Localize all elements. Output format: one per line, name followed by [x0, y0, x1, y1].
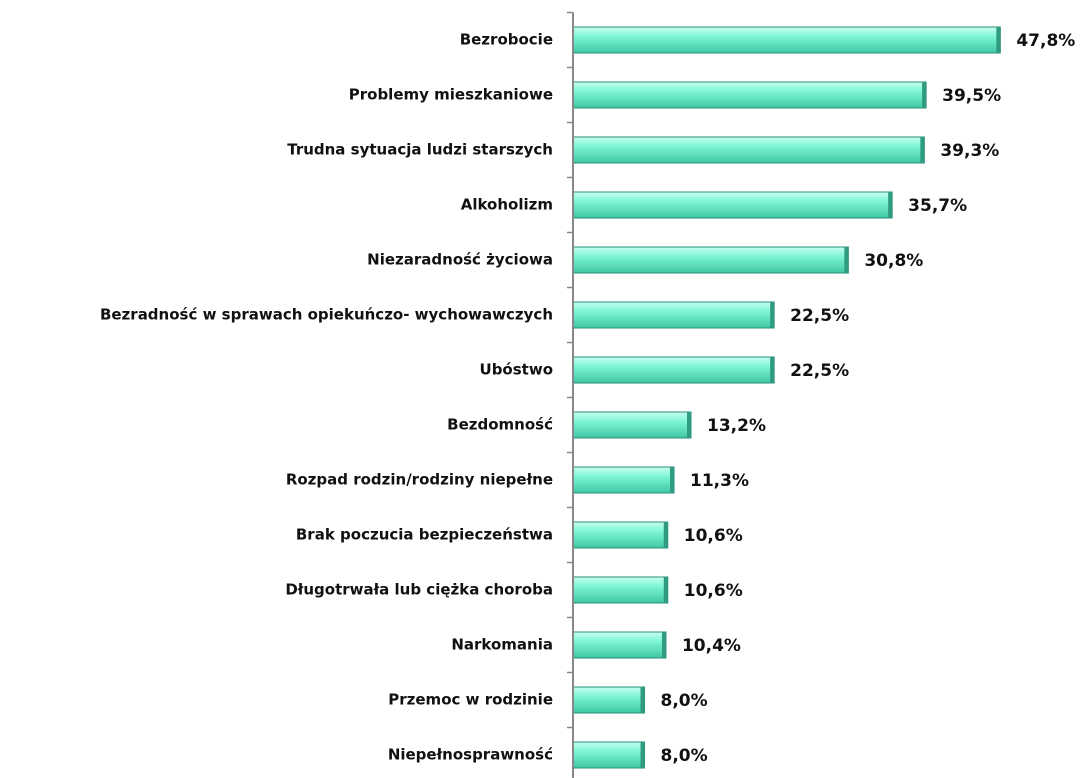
bar-edge [920, 137, 925, 163]
bar [572, 81, 927, 109]
bar [572, 741, 646, 769]
bar [572, 356, 775, 384]
value-label: 22,5% [790, 306, 849, 326]
value-label: 39,5% [942, 86, 1001, 106]
bar [572, 26, 1001, 54]
bar [572, 191, 893, 219]
bar-edge [844, 247, 849, 273]
category-label: Brak poczucia bezpieczeństwa [296, 526, 553, 544]
bar-edge [640, 742, 645, 768]
bar [572, 301, 775, 329]
value-label: 10,6% [684, 526, 743, 546]
value-label: 39,3% [940, 141, 999, 161]
bar-edge [770, 302, 775, 328]
category-label: Narkomania [451, 636, 553, 654]
bar-edge [663, 522, 668, 548]
value-label: 10,4% [682, 636, 741, 656]
bar-edge [922, 82, 927, 108]
category-label: Bezradność w sprawach opiekuńczo- wychow… [100, 306, 553, 324]
category-label: Niezaradność życiowa [367, 251, 553, 269]
bar-edge [687, 412, 692, 438]
bar-edge [661, 632, 666, 658]
category-label: Bezdomność [447, 416, 553, 434]
category-label: Bezrobocie [460, 31, 553, 49]
category-label: Niepełnosprawność [388, 746, 553, 764]
category-label: Trudna sytuacja ludzi starszych [287, 141, 553, 159]
bar-edge [770, 357, 775, 383]
bar-edge [663, 577, 668, 603]
value-label: 10,6% [684, 581, 743, 601]
bar [572, 466, 675, 494]
bar-edge [640, 687, 645, 713]
bar [572, 521, 669, 549]
category-label: Długotrwała lub ciężka choroba [285, 581, 553, 599]
bar [572, 686, 646, 714]
category-label: Ubóstwo [480, 361, 553, 379]
bar [572, 631, 667, 659]
bar-edge [670, 467, 675, 493]
value-label: 8,0% [661, 746, 708, 766]
bar [572, 411, 692, 439]
category-label: Problemy mieszkaniowe [349, 86, 553, 104]
value-label: 22,5% [790, 361, 849, 381]
value-label: 30,8% [864, 251, 923, 271]
value-label: 47,8% [1016, 31, 1075, 51]
category-label: Alkoholizm [461, 196, 553, 214]
bar-edge [996, 27, 1001, 53]
bar [572, 246, 849, 274]
value-label: 8,0% [661, 691, 708, 711]
value-label: 13,2% [707, 416, 766, 436]
bar [572, 136, 925, 164]
value-label: 35,7% [908, 196, 967, 216]
category-label: Rozpad rodzin/rodziny niepełne [286, 471, 553, 489]
value-label: 11,3% [690, 471, 749, 491]
category-label: Przemoc w rodzinie [388, 691, 553, 709]
bar [572, 576, 669, 604]
bar-edge [888, 192, 893, 218]
